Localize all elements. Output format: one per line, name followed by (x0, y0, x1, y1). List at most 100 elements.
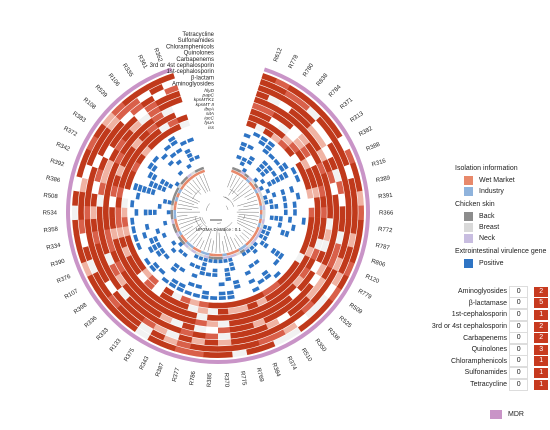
resistance-cell (109, 134, 122, 149)
resistance-cell (122, 225, 131, 237)
skin-cell (260, 195, 265, 202)
resistance-cell (155, 296, 169, 308)
isolate-label: R313 (349, 111, 365, 124)
resistance-cell (259, 112, 272, 123)
resistance-cell (344, 192, 352, 207)
legend: Isolation information Wet Market Industr… (455, 165, 550, 273)
virulence-gene-label: sitA (206, 111, 214, 117)
virulence-cell (169, 151, 177, 159)
resistance-cell (140, 95, 156, 108)
resistance-cell (305, 142, 317, 156)
resistance-cell (327, 142, 339, 157)
skin-cell (180, 179, 186, 185)
resistance-cell (154, 133, 166, 144)
resistance-cell (86, 151, 98, 167)
resistance-cell (316, 148, 328, 163)
isolate-label: R539 (94, 84, 109, 99)
virulence-cell (171, 240, 177, 246)
resistance-cell (122, 282, 135, 296)
resistance-cell (320, 266, 333, 281)
isolation-cell (192, 173, 198, 178)
virulence-cell (236, 154, 242, 160)
count-label: Tetracycline (470, 381, 508, 389)
resistance-cell (148, 274, 160, 286)
resistance-cell (116, 248, 126, 261)
resistance-cell (323, 283, 337, 299)
resistance-cell (170, 123, 182, 134)
resistance-cell (115, 207, 122, 218)
resistance-cell (259, 79, 275, 90)
tree-branch (195, 177, 207, 194)
skin-cell (250, 179, 256, 185)
resistance-cell (299, 255, 310, 267)
count-value: 1 (534, 367, 548, 378)
resistance-cell (326, 218, 333, 231)
resistance-cell (305, 167, 315, 180)
resistance-cell (164, 112, 177, 123)
resistance-cell (76, 161, 87, 178)
virulence-cell (224, 272, 231, 277)
resistance-cell (320, 239, 330, 253)
resistance-cell (356, 219, 364, 236)
resistance-cell (316, 116, 330, 131)
resistance-cell (310, 248, 320, 261)
resistance-cell (344, 219, 352, 234)
count-value: 2 (534, 286, 548, 297)
resistance-cell (121, 245, 132, 258)
resistance-cell (226, 300, 238, 308)
tree-arc (199, 216, 207, 227)
resistance-cell (243, 334, 258, 343)
resistance-cell (138, 112, 152, 125)
tree-branch (182, 225, 193, 233)
resistance-cell (187, 304, 199, 313)
resistance-cell (98, 182, 106, 196)
resistance-cell (148, 306, 163, 319)
skin-cell (258, 227, 263, 234)
count-value: 3 (534, 344, 548, 355)
scale-label: UPGMA Distance : 0.1 (196, 227, 242, 232)
resistance-cell (358, 205, 365, 221)
virulence-gene-label: hlyD (204, 88, 214, 94)
tree-branch (239, 234, 247, 242)
resistance-cell (310, 102, 325, 117)
resistance-cell (294, 314, 309, 328)
resistance-cell (319, 131, 333, 146)
resistance-gene-label: Chloramphenicols (166, 44, 214, 50)
resistance-cell (98, 127, 112, 142)
resistance-cell (345, 206, 352, 220)
resistance-cell (93, 123, 107, 139)
resistance-cell (356, 190, 364, 207)
virulence-cell (267, 140, 276, 148)
isolation-cell (245, 178, 251, 184)
resistance-cell (84, 192, 92, 207)
resistance-cell (217, 333, 231, 340)
virulence-gene-label: ibeA (204, 106, 214, 112)
resistance-cell (302, 235, 312, 247)
virulence-cell (178, 266, 186, 273)
resistance-cell (143, 278, 156, 291)
tree-branch (224, 229, 233, 251)
virulence-cell (174, 181, 180, 187)
mdr-label: MDR (508, 411, 524, 418)
resistance-cell (136, 260, 147, 272)
resistance-cell (147, 334, 163, 347)
tree-branch (243, 203, 259, 208)
virulence-cell (290, 166, 297, 175)
resistance-cell (217, 345, 233, 352)
virulence-cell (268, 153, 275, 161)
resistance-cell (98, 254, 109, 269)
resistance-cell (247, 114, 260, 124)
resistance-cell (265, 318, 280, 330)
tree-arc (223, 196, 230, 201)
count-label: β-lactamase (468, 299, 508, 307)
resistance-cell (162, 286, 175, 297)
virulence-cell (233, 284, 241, 290)
resistance-cell (290, 153, 301, 165)
resistance-cell (314, 294, 329, 309)
virulence-cell (229, 266, 236, 272)
isolate-label: R382 (358, 126, 374, 138)
resistance-cell (193, 325, 207, 333)
resistance-cell (92, 153, 103, 169)
resistance-cell (239, 316, 253, 325)
resistance-cell (85, 231, 95, 247)
